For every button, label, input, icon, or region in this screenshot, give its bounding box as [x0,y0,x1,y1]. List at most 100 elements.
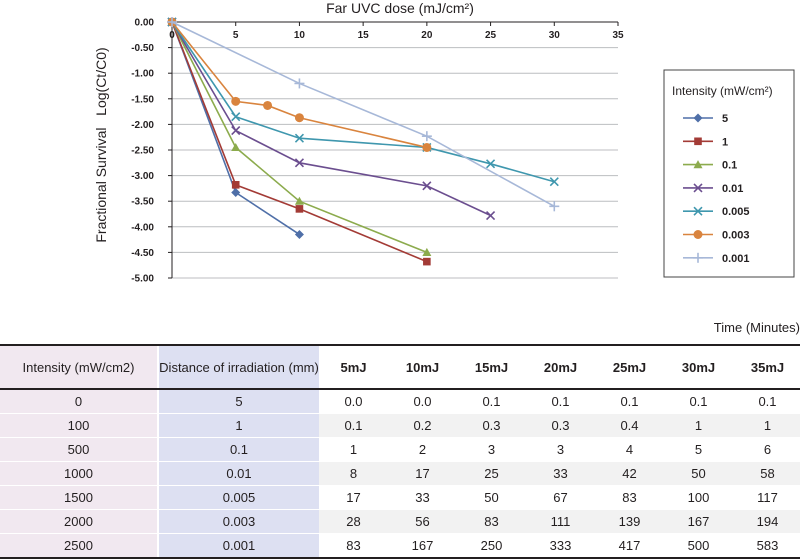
table-row: 0 5 0.0 0.0 0.1 0.1 0.1 0.1 0.1 [0,389,800,414]
cell-dose-time: 0.1 [664,389,733,414]
data-point [422,247,432,256]
y-tick-label: -3.00 [131,171,154,182]
series-2 [167,17,432,256]
grid-lines [172,21,618,279]
legend-marker [693,160,703,169]
data-point [549,201,560,212]
dose-table: Intensity (mW/cm2) Distance of irradiati… [0,344,800,559]
cell-dose-time: 42 [595,461,664,486]
cell-dose-time: 17 [388,461,457,486]
y-tick-label: -2.50 [131,146,154,157]
legend-item: 5 [683,113,728,125]
cell-dose-time: 3 [526,437,595,462]
data-point [549,177,559,187]
y-tick-label: -3.50 [131,197,154,208]
cell-dose-time: 25 [457,461,526,486]
cell-dose-time: 0.2 [388,413,457,438]
data-point [263,100,273,110]
cell-distance: 0.003 [157,509,319,534]
cell-dose-time: 250 [457,533,526,559]
cell-dose-time: 4 [595,437,664,462]
cell-intensity: 500 [0,437,158,462]
x-tick-label: 20 [421,30,433,41]
header-dose: 5mJ [319,344,388,390]
series-5 [167,17,432,152]
cell-dose-time: 5 [664,437,733,462]
x-tick-label: 15 [358,30,370,41]
cell-dose-time: 194 [733,509,800,534]
cell-dose-time: 50 [664,461,733,486]
header-dose: 30mJ [664,344,733,390]
data-point [294,78,305,89]
axes: 0.00 -0.50 -1.00 -1.50 -2.00 -2.50 -3.00 -3.50 -… [131,18,624,285]
cell-dose-time: 0.3 [457,413,526,438]
legend-label: 0.001 [722,253,750,265]
chart-title: Far UVC dose (mJ/cm²) [326,0,474,16]
header-dose: 35mJ [733,344,800,390]
cell-dose-time: 33 [526,461,595,486]
legend-title: Intensity (mW/cm²) [672,84,773,98]
data-point [422,181,432,191]
legend: Intensity (mW/cm²) 5 1 0.1 0.01 0.005 0.003 0.… [663,69,795,278]
series-3 [167,17,496,221]
data-point [294,113,304,123]
series-line [171,21,428,254]
cell-dose-time: 1 [733,413,800,438]
x-tick-label: 25 [485,30,497,41]
legend-box [663,69,795,278]
data-point [231,142,241,152]
cell-dose-time: 1 [664,413,733,438]
header-dose: 20mJ [526,344,595,390]
legend-item: 0.001 [683,253,750,265]
legend-label: 0.1 [722,160,737,172]
cell-dose-time: 0.1 [595,389,664,414]
header-dose: 25mJ [595,344,664,390]
cell-dose-time: 0.1 [319,413,388,438]
cell-dose-time: 0.1 [526,389,595,414]
y-tick-label: -0.50 [131,43,154,54]
x-tick-label: 5 [233,30,239,41]
series-line [171,21,491,217]
cell-dose-time: 167 [388,533,457,559]
legend-marker [694,137,702,146]
cell-intensity: 2500 [0,533,158,559]
data-point [295,205,304,213]
y-tick-label: -1.00 [131,69,154,80]
data-point [486,159,496,169]
cell-dose-time: 167 [664,509,733,534]
cell-dose-time: 56 [388,509,457,534]
legend-items: 5 1 0.1 0.01 0.005 0.003 0.001 [683,113,750,265]
x-tick-label: 10 [294,30,306,41]
cell-dose-time: 67 [526,485,595,510]
cell-dose-time: 139 [595,509,664,534]
cell-dose-time: 50 [457,485,526,510]
cell-dose-time: 333 [526,533,595,559]
header-dose: 10mJ [388,344,457,390]
cell-intensity: 2000 [0,509,158,534]
y-tick-label: -4.00 [131,222,154,233]
time-axis-label: Time (Minutes) [713,320,800,335]
data-point [294,158,304,168]
table-row: 100 1 0.1 0.2 0.3 0.3 0.4 1 1 [0,413,800,438]
data-point [167,17,177,27]
data-point [231,181,240,189]
cell-dose-time: 0.0 [319,389,388,414]
data-point [486,210,496,221]
cell-intensity: 100 [0,413,158,438]
cell-dose-time: 8 [319,461,388,486]
legend-item: 0.003 [683,230,750,242]
y-axis-title: Fractional Survival Log(Ct/C0) [93,47,109,242]
legend-item: 0.1 [683,160,737,172]
cell-intensity: 0 [0,389,158,414]
legend-marker [693,183,703,193]
header-intensity: Intensity (mW/cm2) [0,344,158,390]
cell-dose-time: 0.0 [388,389,457,414]
data-point [421,131,432,142]
line-chart: Far UVC dose (mJ/cm²) Fractional Surviva… [93,0,795,285]
cell-distance: 0.01 [157,461,319,486]
table-row: 2500 0.001 83 167 250 333 417 500 583 [0,533,800,559]
cell-dose-time: 1 [319,437,388,462]
y-tick-label: -4.50 [131,248,154,259]
data-point [423,257,431,266]
cell-dose-time: 17 [319,485,388,510]
